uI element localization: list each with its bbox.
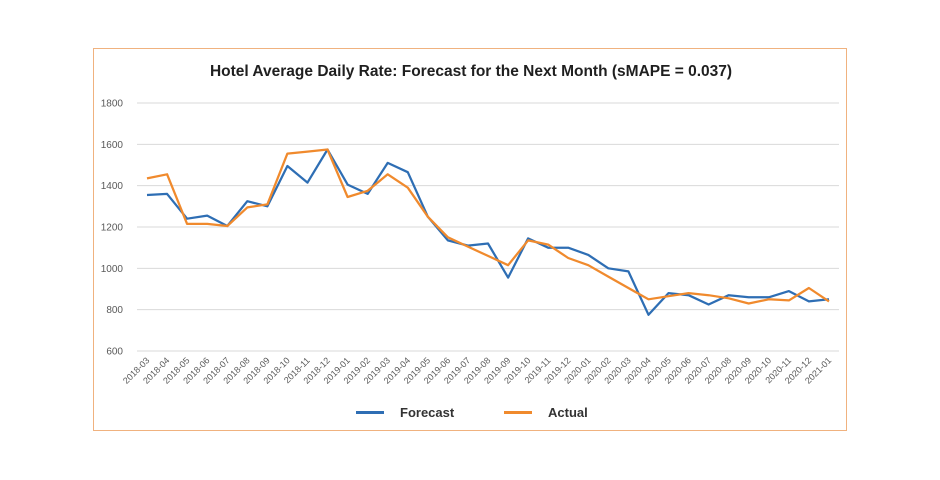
legend: Forecast Actual xyxy=(94,405,848,425)
legend-swatch-actual xyxy=(504,411,532,414)
legend-label-actual: Actual xyxy=(548,405,588,420)
y-tick-label: 800 xyxy=(106,305,123,316)
series-lines xyxy=(146,148,830,316)
legend-swatch-forecast xyxy=(356,411,384,414)
y-tick-label: 1400 xyxy=(101,181,124,192)
y-tick-label: 1200 xyxy=(101,223,124,234)
y-tick-label: 1000 xyxy=(101,264,124,275)
series-line-forecast xyxy=(146,148,830,316)
x-axis-tick-labels: 2018-032018-042018-052018-062018-072018-… xyxy=(121,355,833,385)
chart-title: Hotel Average Daily Rate: Forecast for t… xyxy=(209,63,733,80)
y-tick-label: 600 xyxy=(106,347,123,358)
series-line-actual xyxy=(146,148,830,305)
legend-item-forecast: Forecast xyxy=(356,405,454,420)
legend-label-forecast: Forecast xyxy=(400,405,455,420)
y-axis-tick-labels: 600 800 1000 1200 1400 1600 1800 xyxy=(101,99,124,358)
legend-item-actual: Actual xyxy=(504,405,588,420)
y-tick-label: 1600 xyxy=(101,140,124,151)
chart-frame: Hotel Average Daily Rate: Forecast for t… xyxy=(93,48,847,431)
y-tick-label: 1800 xyxy=(101,99,124,110)
line-chart: 600 800 1000 1200 1400 1600 1800 2018-032018-0… xyxy=(101,99,839,386)
gridlines xyxy=(137,102,839,352)
